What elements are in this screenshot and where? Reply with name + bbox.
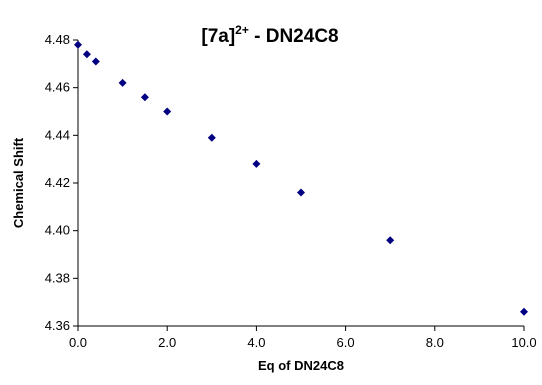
- data-point-diamond: [207, 133, 216, 142]
- x-tick-label: 2.0: [158, 335, 176, 350]
- y-axis-title: Chemical Shift: [11, 137, 26, 228]
- data-point-diamond: [82, 50, 91, 59]
- y-tick-label: 4.36: [45, 318, 70, 333]
- x-tick-label: 6.0: [337, 335, 355, 350]
- data-point-diamond: [252, 159, 261, 168]
- data-point-diamond: [74, 40, 82, 49]
- data-points: [74, 40, 528, 316]
- data-point-diamond: [140, 93, 149, 102]
- chart-title-superscript: 2+: [235, 23, 249, 37]
- data-point-diamond: [163, 107, 172, 116]
- y-tick-label: 4.38: [45, 270, 70, 285]
- data-point-diamond: [297, 188, 305, 197]
- x-tick-label: 4.0: [247, 335, 265, 350]
- chart-title-main: [7a]: [201, 26, 235, 47]
- x-axis-ticks: 0.0 2.0 4.0 6.0 8.0 10.0: [69, 326, 537, 350]
- y-tick-label: 4.44: [45, 127, 70, 142]
- y-tick-label: 4.42: [45, 175, 70, 190]
- x-tick-label: 10.0: [511, 335, 536, 350]
- y-tick-label: 4.40: [45, 223, 70, 238]
- y-axis-ticks: 4.36 4.38 4.40 4.42 4.44 4.46 4.48: [45, 32, 78, 333]
- y-tick-label: 4.46: [45, 80, 70, 95]
- chart-title: [7a]2+ - DN24C8: [201, 23, 338, 47]
- x-axis-title: Eq of DN24C8: [258, 358, 344, 373]
- y-tick-label: 4.48: [45, 32, 70, 47]
- data-point-diamond: [118, 78, 127, 87]
- x-tick-label: 8.0: [426, 335, 444, 350]
- chart-title-suffix: - DN24C8: [249, 26, 339, 47]
- data-point-diamond: [386, 236, 395, 245]
- x-tick-label: 0.0: [69, 335, 87, 350]
- data-point-diamond: [91, 57, 100, 66]
- plot-area: 4.36 4.38 4.40 4.42 4.44 4.46 4.48 0.0 2.0 4.0 6.…: [45, 32, 537, 350]
- data-point-diamond: [520, 307, 528, 316]
